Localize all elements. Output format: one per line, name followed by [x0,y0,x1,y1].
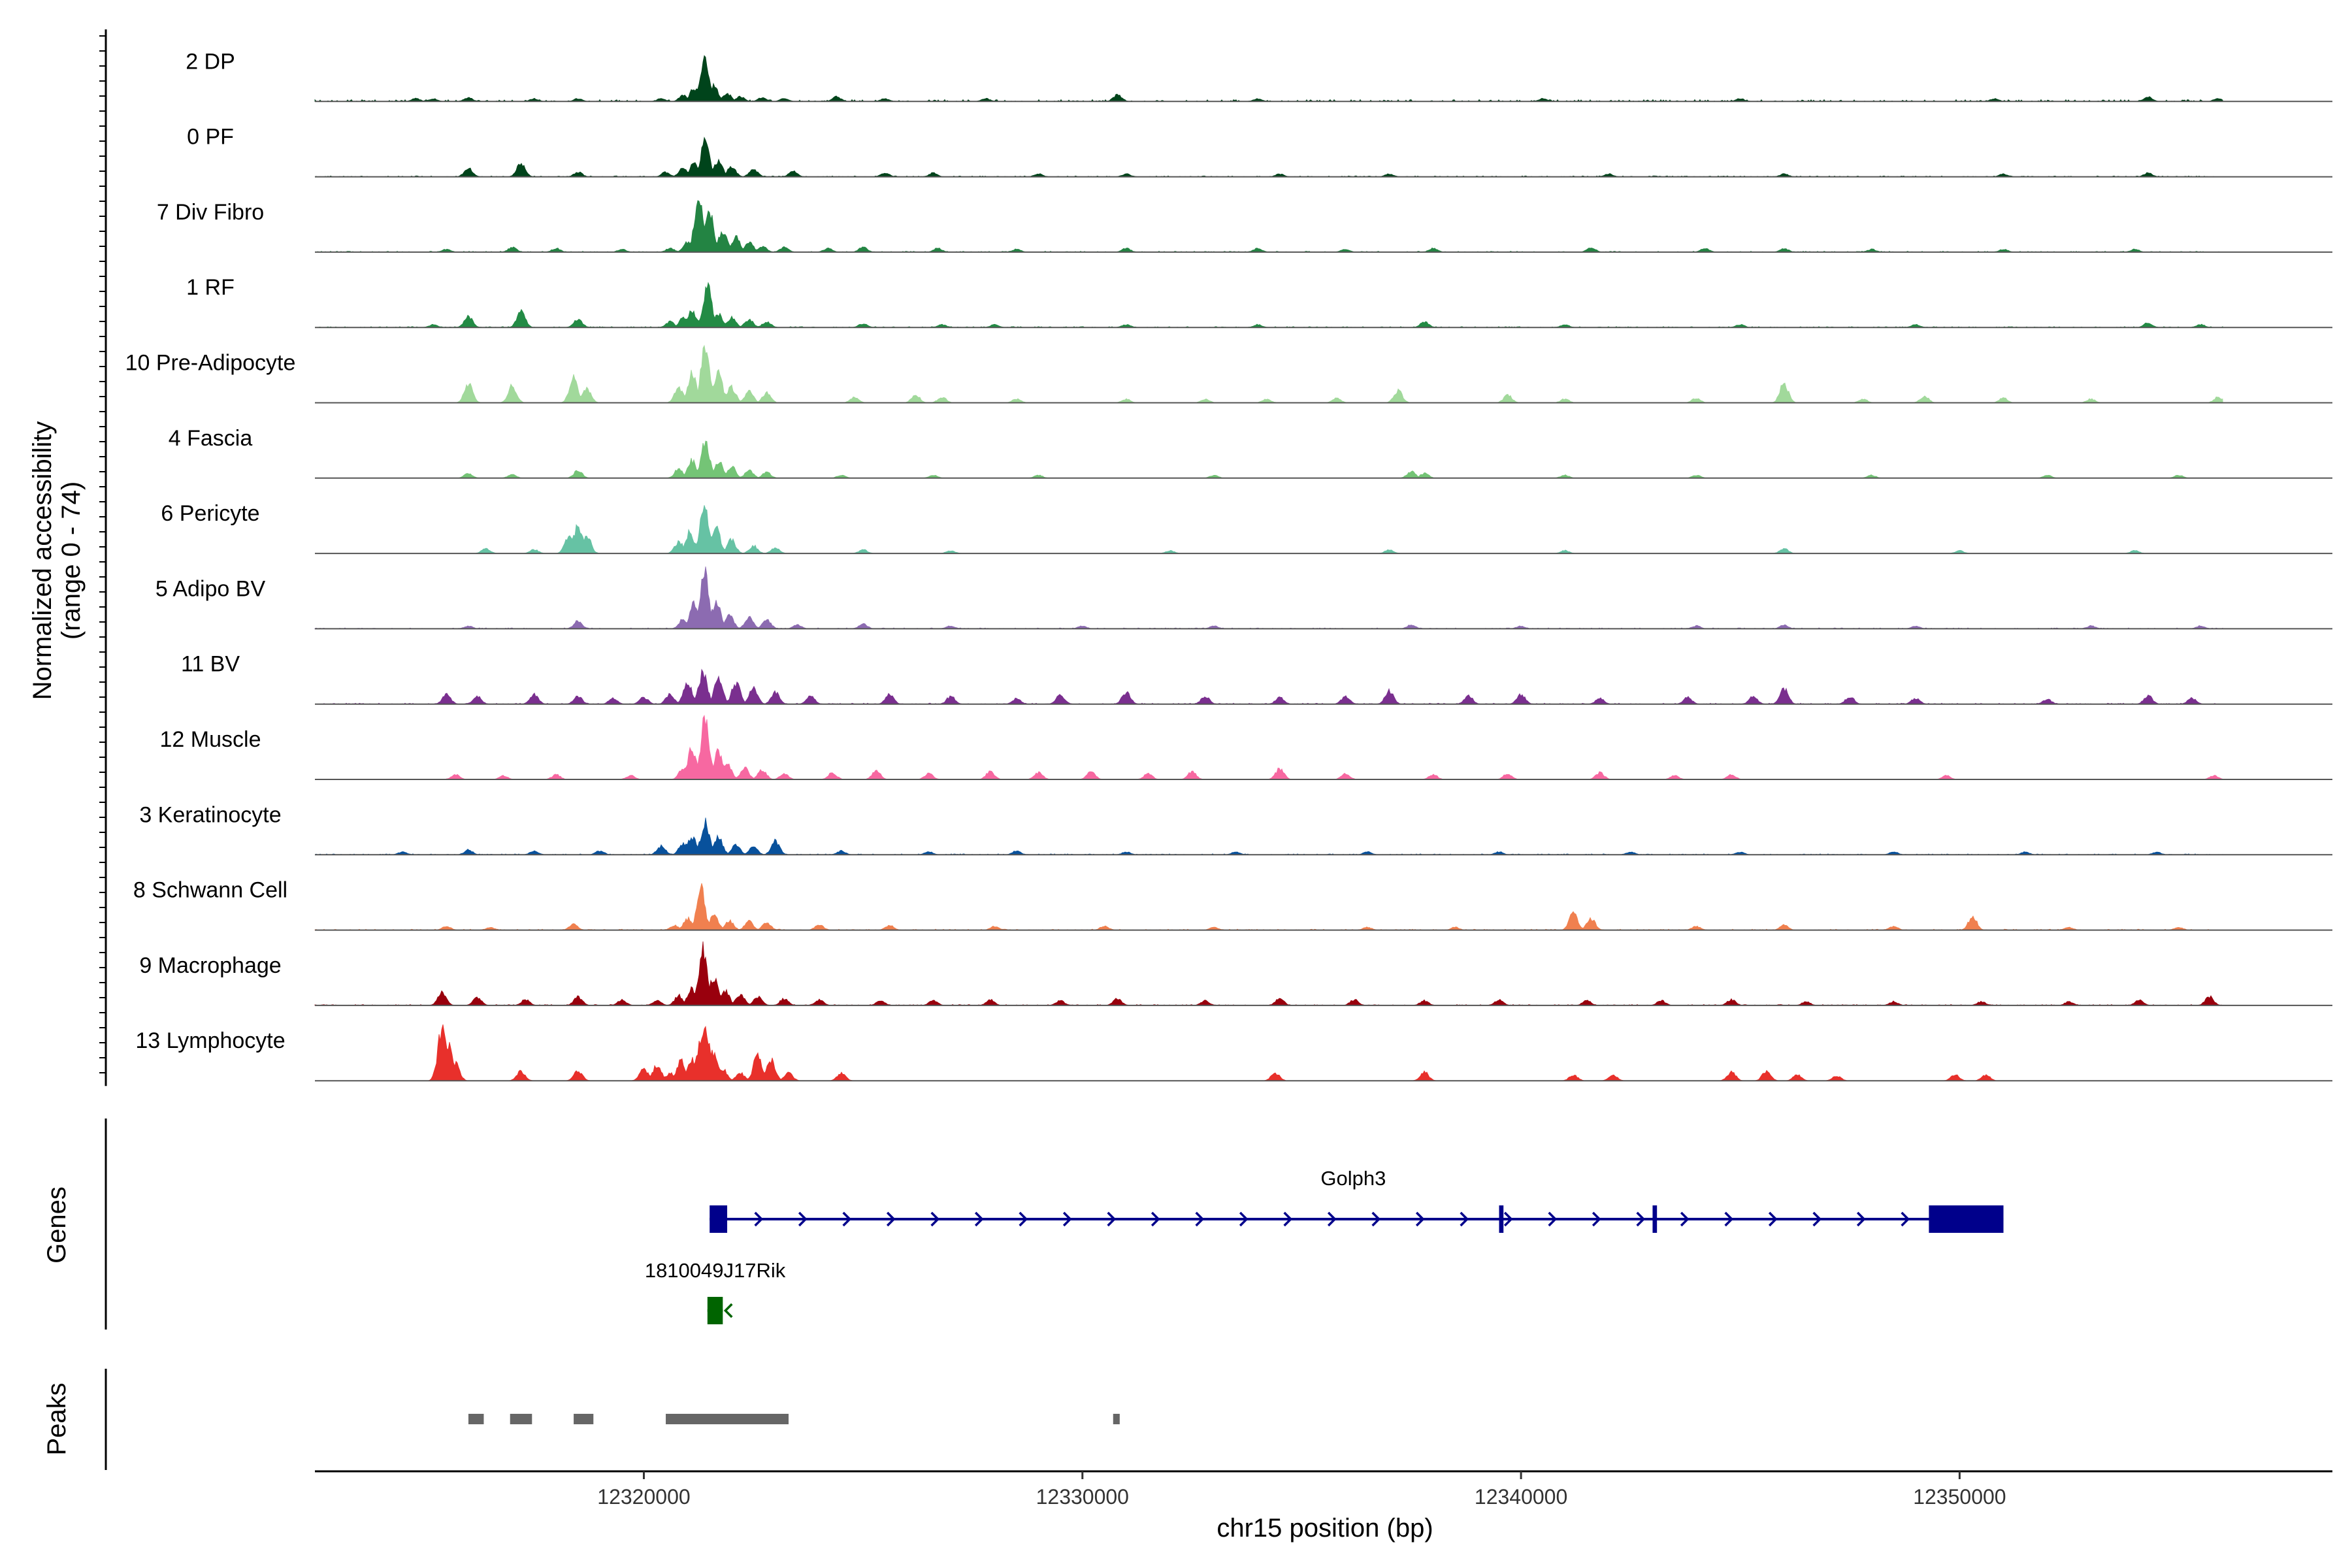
strand-arrow [1371,1211,1381,1227]
track-label: 5 Adipo BV [155,576,266,601]
strand-arrow [974,1211,984,1227]
coverage-area [314,566,2223,629]
track-label: 9 Macrophage [139,953,281,978]
strand-arrow [1724,1211,1734,1227]
strand-arrow [1503,1211,1513,1227]
track-2: 0 PF [187,125,2332,178]
coverage-area [314,817,2223,855]
track-11: 3 Keratinocyte [139,802,2332,856]
peaks-panel [105,1369,1120,1470]
track-label: 12 Muscle [160,727,261,752]
track-1: 2 DP [186,49,2332,103]
gene-label: 1810049J17Rik [645,1259,786,1282]
coverage-area [315,668,2223,705]
track-6: 4 Fascia [169,426,2332,479]
coverage-area [314,137,2223,178]
coverage-area [315,505,2223,554]
strand-arrow [930,1211,940,1227]
track-9: 11 BV [181,652,2332,705]
track-label: 3 Keratinocyte [139,802,281,827]
x-tick-label: 12330000 [1036,1485,1129,1509]
strand-arrow [1812,1211,1822,1227]
track-label: 8 Schwann Cell [133,878,287,903]
x-axis-title: chr15 position (bp) [1217,1514,1433,1543]
x-tick-label: 12350000 [1913,1485,2006,1509]
strand-arrow [1460,1211,1469,1227]
track-label: 10 Pre-Adipocyte [125,351,296,376]
peak-region [468,1414,484,1424]
strand-arrow [1327,1211,1337,1227]
gene-exon [710,1205,728,1233]
x-tick-label: 12320000 [597,1485,690,1509]
coverage-area [315,1024,2223,1081]
gene-exon [1929,1205,2004,1233]
track-12: 8 Schwann Cell [133,878,2332,931]
strand-arrow [1239,1211,1249,1227]
y-axis-title-line2: (range 0 - 74) [57,482,86,640]
gene-exon [1652,1205,1658,1233]
gene-exon [707,1297,723,1324]
track-13: 9 Macrophage [139,941,2332,1006]
gene-label: Golph3 [1320,1167,1386,1190]
coverage-area [315,344,2223,403]
coverage-area [315,715,2223,780]
y-axis-title-line1: Normalized accessibility [28,421,57,700]
strand-arrow [1636,1211,1646,1227]
coverage-area [315,440,2223,479]
coverage-area [315,282,2223,328]
coverage-area [314,941,2223,1006]
strand-arrow [1592,1211,1601,1227]
strand-arrow [1680,1211,1690,1227]
track-label: 2 DP [186,49,235,74]
track-8: 5 Adipo BV [155,566,2332,630]
x-axis: 12320000 12330000 12340000 12350000 [315,1470,2332,1509]
strand-arrow [1768,1211,1778,1227]
strand-arrow [754,1211,764,1227]
coverage-area [314,55,2223,102]
strand-arrow [1107,1211,1117,1227]
coverage-panel: 2 DP 0 PF 7 Div Fibro 1 RF 10 Pre-Adipocyte 4… [99,29,2332,1086]
strand-arrow [842,1211,852,1227]
coverage-area [314,883,2223,931]
strand-arrow [1195,1211,1205,1227]
peaks-panel-label: Peaks [42,1382,71,1455]
strand-arrow [1415,1211,1425,1227]
track-10: 12 Muscle [160,715,2332,780]
strand-arrow [798,1211,808,1227]
genes-panel-label: Genes [42,1186,71,1264]
strand-arrow [1856,1211,1866,1227]
strand-arrow [886,1211,896,1227]
strand-arrow [723,1303,733,1318]
track-label: 4 Fascia [169,426,253,451]
track-5: 10 Pre-Adipocyte [125,344,2332,404]
track-4: 1 RF [186,275,2332,329]
peak-region [666,1414,789,1424]
genes-panel: Golph3 1810049J17Rik [105,1119,2004,1330]
peak-region [1113,1414,1120,1424]
track-label: 6 Pericyte [161,501,259,526]
track-3: 7 Div Fibro [157,200,2332,253]
strand-arrow [1548,1211,1558,1227]
gene-1810049J17Rik: 1810049J17Rik [645,1259,786,1324]
track-label: 7 Div Fibro [157,200,264,225]
strand-arrow [1151,1211,1160,1227]
strand-arrow [1901,1211,1910,1227]
gene-exon [1499,1205,1504,1233]
x-tick-label: 12340000 [1475,1485,1567,1509]
track-label: 1 RF [186,275,235,300]
gene-Golph3: Golph3 [710,1167,2004,1233]
peak-region [510,1414,532,1424]
track-label: 13 Lymphocyte [135,1028,285,1053]
track-label: 11 BV [181,652,240,677]
strand-arrow [1062,1211,1072,1227]
strand-arrow [1019,1211,1028,1227]
track-14: 13 Lymphocyte [135,1024,2332,1082]
track-7: 6 Pericyte [161,501,2332,555]
track-label: 0 PF [187,125,234,150]
peak-region [574,1414,594,1424]
strand-arrow [1283,1211,1293,1227]
coverage-area [315,200,2223,253]
